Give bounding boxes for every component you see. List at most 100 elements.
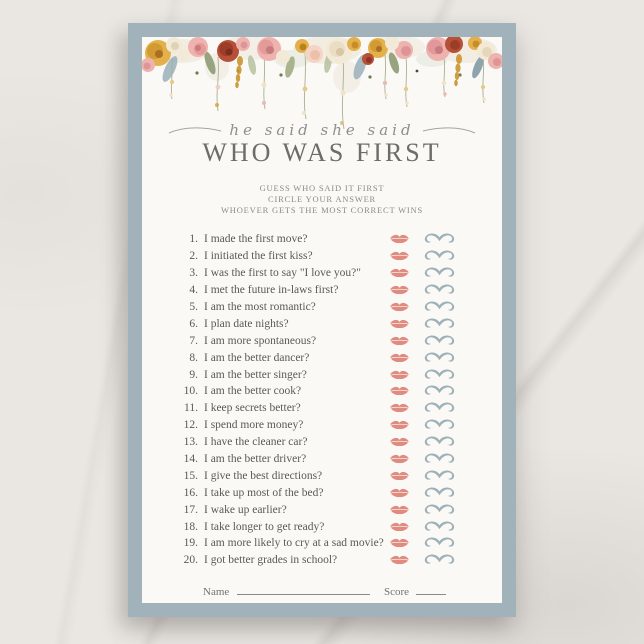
question-number: 19. — [183, 537, 198, 550]
question-row: 20. I got better grades in school? — [178, 552, 456, 569]
page-title: WHO WAS FIRST — [202, 138, 442, 167]
question-text: I wake up earlier? — [204, 503, 287, 516]
mustache-icon[interactable] — [423, 435, 456, 449]
question-number: 16. — [183, 486, 198, 499]
floral-garland-image — [142, 37, 502, 130]
question-text: I plan date nights? — [204, 317, 289, 330]
mustache-icon[interactable] — [423, 351, 456, 365]
question-row: 7. I am more spontaneous? — [178, 332, 456, 349]
question-number: 11. — [184, 402, 198, 415]
question-number: 4. — [189, 284, 198, 297]
script-title-row: he said she said — [142, 119, 502, 141]
question-list: 1. I made the first move? 2. I initiated… — [178, 231, 456, 569]
name-label: Name — [203, 586, 230, 598]
mustache-icon[interactable] — [423, 317, 456, 331]
lips-icon[interactable] — [389, 318, 410, 330]
instruction-line-3: WHOEVER GETS THE MOST CORRECT WINS — [220, 205, 423, 215]
lips-icon[interactable] — [389, 504, 410, 516]
question-text: I am more spontaneous? — [204, 334, 317, 347]
right-flourish-icon — [422, 127, 475, 134]
question-number: 7. — [189, 334, 198, 347]
mustache-icon[interactable] — [423, 536, 456, 550]
question-row: 10. I am the better cook? — [178, 383, 456, 400]
question-text: I am more likely to cry at a sad movie? — [204, 537, 384, 550]
question-row: 18. I take longer to get ready? — [178, 518, 456, 535]
question-row: 8. I am the better dancer? — [178, 349, 456, 366]
lips-icon[interactable] — [389, 335, 410, 347]
mustache-icon[interactable] — [423, 384, 456, 398]
lips-icon[interactable] — [389, 487, 410, 499]
mustache-icon[interactable] — [423, 249, 456, 263]
question-row: 3. I was the first to say "I love you?" — [178, 265, 456, 282]
question-number: 12. — [183, 419, 198, 432]
question-text: I met the future in-laws first? — [204, 284, 339, 297]
question-text: I am the better dancer? — [204, 351, 310, 364]
lips-icon[interactable] — [389, 402, 410, 414]
lips-icon[interactable] — [389, 385, 410, 397]
question-row: 19. I am more likely to cry at a sad mov… — [178, 535, 456, 552]
mustache-icon[interactable] — [423, 486, 456, 500]
left-flourish-icon — [169, 127, 222, 134]
question-row: 4. I met the future in-laws first? — [178, 282, 456, 299]
question-number: 3. — [189, 267, 198, 280]
mustache-icon[interactable] — [423, 418, 456, 432]
lips-icon[interactable] — [389, 521, 410, 533]
question-text: I am the better driver? — [204, 453, 307, 466]
question-number: 15. — [183, 469, 198, 482]
mustache-icon[interactable] — [423, 452, 456, 466]
mustache-icon[interactable] — [423, 334, 456, 348]
question-row: 9. I am the better singer? — [178, 366, 456, 383]
lips-icon[interactable] — [389, 267, 410, 279]
question-row: 6. I plan date nights? — [178, 315, 456, 332]
question-text: I have the cleaner car? — [204, 436, 308, 449]
mustache-icon[interactable] — [423, 503, 456, 517]
question-row: 13. I have the cleaner car? — [178, 434, 456, 451]
question-number: 8. — [189, 351, 198, 364]
footer: Name Score — [142, 582, 502, 598]
lips-icon[interactable] — [389, 537, 410, 549]
question-number: 2. — [189, 250, 198, 263]
instruction-line-1: GUESS WHO SAID IT FIRST — [259, 183, 385, 193]
lips-icon[interactable] — [389, 554, 410, 566]
mustache-icon[interactable] — [423, 368, 456, 382]
question-number: 13. — [183, 436, 198, 449]
question-row: 14. I am the better driver? — [178, 451, 456, 468]
question-row: 5. I am the most romantic? — [178, 299, 456, 316]
question-number: 10. — [183, 385, 198, 398]
mustache-icon[interactable] — [423, 300, 456, 314]
question-text: I keep secrets better? — [204, 402, 301, 415]
mustache-icon[interactable] — [423, 401, 456, 415]
question-row: 2. I initiated the first kiss? — [178, 248, 456, 265]
question-number: 9. — [189, 368, 198, 381]
lips-icon[interactable] — [389, 301, 410, 313]
score-input-line[interactable] — [416, 582, 446, 595]
question-text: I am the most romantic? — [204, 301, 316, 313]
question-text: I take up most of the bed? — [204, 486, 324, 499]
lips-icon[interactable] — [389, 436, 410, 448]
question-text: I spend more money? — [204, 419, 304, 432]
mustache-icon[interactable] — [423, 520, 456, 534]
name-input-line[interactable] — [237, 582, 370, 595]
mustache-icon[interactable] — [423, 469, 456, 483]
question-row: 16. I take up most of the bed? — [178, 484, 456, 501]
mustache-icon[interactable] — [423, 266, 456, 280]
question-text: I was the first to say "I love you?" — [204, 267, 361, 280]
question-number: 1. — [189, 233, 198, 246]
mustache-icon[interactable] — [423, 232, 456, 246]
question-text: I take longer to get ready? — [204, 520, 325, 533]
question-number: 5. — [189, 301, 198, 313]
question-number: 17. — [183, 503, 198, 516]
lips-icon[interactable] — [389, 453, 410, 465]
mustache-icon[interactable] — [423, 553, 456, 567]
question-number: 14. — [183, 453, 198, 466]
mustache-icon[interactable] — [423, 283, 456, 297]
question-text: I initiated the first kiss? — [204, 250, 313, 263]
lips-icon[interactable] — [389, 250, 410, 262]
lips-icon[interactable] — [389, 284, 410, 296]
question-row: 1. I made the first move? — [178, 231, 456, 248]
lips-icon[interactable] — [389, 470, 410, 482]
lips-icon[interactable] — [389, 233, 410, 245]
lips-icon[interactable] — [389, 352, 410, 364]
lips-icon[interactable] — [389, 369, 410, 381]
lips-icon[interactable] — [389, 419, 410, 431]
